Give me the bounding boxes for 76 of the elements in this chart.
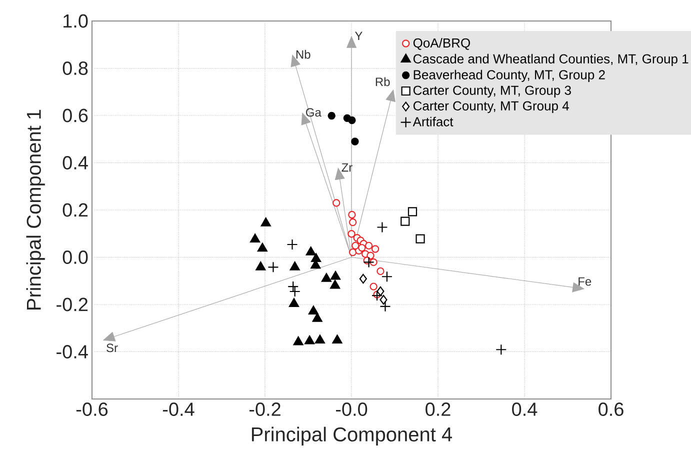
point (260, 217, 271, 226)
point (352, 242, 360, 250)
y-tick-label: -0.4 (56, 345, 88, 358)
y-tick-label: 0.8 (62, 62, 88, 75)
legend-label: Cascade and Wheatland Counties, MT, Group 1 (413, 54, 688, 66)
point (371, 290, 383, 302)
point (370, 282, 378, 290)
point (330, 270, 341, 280)
point (348, 210, 356, 219)
y-axis-title: Principal Component 1 (26, 110, 45, 310)
point (288, 280, 299, 292)
y-tick-label: 0.0 (62, 250, 88, 264)
point (308, 306, 318, 314)
y-tick-label: 0.6 (62, 108, 88, 122)
point (321, 272, 332, 282)
annotation: Sr (106, 344, 118, 352)
annotation: Y (354, 32, 362, 40)
y-tick-label: -0.2 (56, 298, 88, 312)
y-tick-label: 0.4 (62, 156, 88, 170)
annotation: Nb (296, 50, 310, 59)
point (376, 286, 384, 296)
point (257, 242, 268, 252)
point (332, 199, 340, 207)
point (348, 218, 357, 226)
point (256, 261, 266, 270)
point (416, 234, 425, 244)
point (351, 138, 359, 146)
point (290, 261, 300, 270)
point (293, 336, 304, 346)
point (268, 262, 279, 273)
legend-label: Artifact (412, 116, 454, 126)
point (358, 244, 366, 252)
point (376, 222, 388, 233)
point (380, 294, 388, 305)
point (408, 207, 418, 216)
point (250, 234, 260, 242)
point (304, 335, 315, 344)
x-tick-label: -0.0 (336, 402, 368, 416)
legend-label: Carter County, MT Group 4 (413, 101, 569, 114)
x-axis-title: Principal Component 4 (252, 426, 452, 446)
point (359, 274, 367, 284)
x-tick-label: -0.4 (162, 402, 194, 416)
point (363, 256, 374, 268)
point (380, 300, 391, 312)
legend-label: Carter County, MT, Group 3 (413, 86, 571, 98)
point (371, 245, 380, 253)
point (348, 230, 356, 238)
annotation: Ga (306, 108, 322, 117)
x-tick-label: -0.2 (249, 402, 280, 416)
point (310, 253, 322, 262)
annotation: Rb (376, 77, 390, 86)
point (312, 312, 322, 322)
point (330, 280, 340, 289)
point (496, 344, 507, 356)
point (381, 271, 393, 282)
annotation: Fe (578, 277, 592, 286)
y-tick-label: 0.2 (62, 203, 88, 217)
x-tick-label: 0.4 (512, 402, 538, 416)
point (376, 267, 384, 276)
point (332, 334, 342, 344)
y-tick-label: 1.0 (64, 14, 88, 28)
point (288, 298, 300, 307)
point (348, 116, 356, 124)
point (328, 112, 336, 120)
point (306, 246, 316, 256)
x-tick-label: -0.6 (76, 402, 108, 416)
legend-label: Beaverhead County, MT, Group 2 (414, 70, 605, 82)
x-tick-label: 0.6 (598, 402, 624, 416)
annotation: Zr (342, 163, 352, 172)
point (286, 238, 298, 250)
x-tick-label: 0.2 (426, 402, 450, 416)
point (289, 286, 300, 298)
point (364, 242, 373, 250)
point (314, 334, 325, 344)
point (400, 216, 410, 226)
legend-label: QoA/BRQ (413, 38, 470, 50)
